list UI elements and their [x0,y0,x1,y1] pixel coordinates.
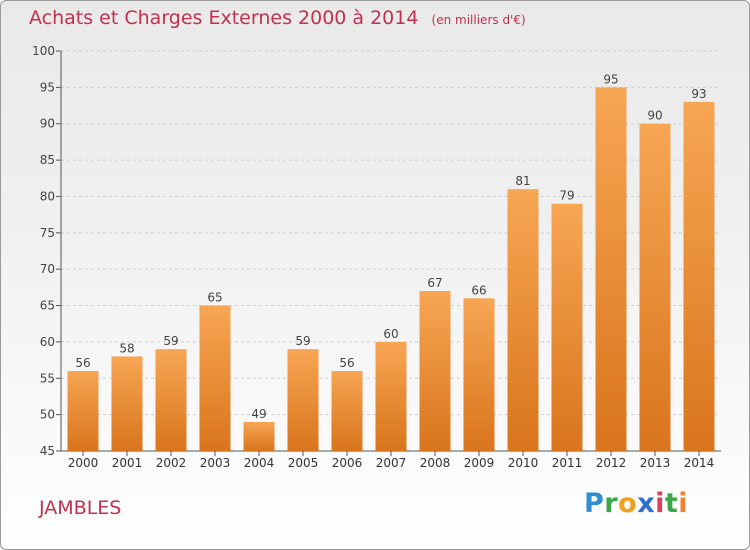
chart-title-text: Achats et Charges Externes 2000 à 2014 [29,7,419,29]
x-tick-label: 2007 [376,456,407,470]
commune-name: JAMBLES [39,497,122,519]
y-tick-label: 80 [40,189,55,203]
bar-value-label: 67 [427,276,442,290]
proxiti-logo: Proxiti [584,488,688,519]
logo-letter: o [618,488,638,519]
y-tick-label: 90 [40,117,55,131]
x-tick-label: 2009 [464,456,495,470]
bar [111,356,143,451]
x-tick-label: 2013 [640,456,671,470]
bar [683,101,715,451]
x-tick-label: 2002 [156,456,187,470]
bar [287,349,319,451]
bar-value-label: 66 [471,283,486,297]
x-tick-label: 2006 [332,456,363,470]
logo-letter: i [678,488,689,519]
bar [155,349,187,451]
y-tick-label: 45 [40,444,55,458]
y-tick-label: 55 [40,371,55,385]
bar [639,123,671,452]
x-tick-label: 2010 [508,456,539,470]
x-tick-label: 2008 [420,456,451,470]
logo-letter: i [655,488,665,519]
bar [375,341,407,451]
y-tick-label: 95 [40,80,55,94]
bar-value-label: 93 [691,87,706,101]
logo-letter: r [604,488,619,519]
bar-value-label: 79 [559,189,574,203]
bar-value-label: 90 [647,109,662,123]
bar-value-label: 59 [295,334,310,348]
x-tick-label: 2001 [112,456,143,470]
x-tick-label: 2012 [596,456,627,470]
x-tick-label: 2014 [684,456,715,470]
y-tick-label: 50 [40,408,55,422]
bar [595,87,627,451]
x-tick-label: 2000 [68,456,99,470]
bar [507,189,539,451]
bar-value-label: 56 [75,356,90,370]
y-tick-label: 85 [40,153,55,167]
bar [331,371,363,451]
bar-value-label: 56 [339,356,354,370]
bar-value-label: 65 [207,291,222,305]
bar-value-label: 49 [251,407,266,421]
chart-unit-text: (en milliers d'€) [431,13,526,27]
logo-letter: x [637,488,656,519]
y-tick-label: 75 [40,226,55,240]
logo-letter: P [584,488,605,519]
x-tick-label: 2005 [288,456,319,470]
y-tick-label: 70 [40,262,55,276]
bar [67,371,99,451]
chart-title: Achats et Charges Externes 2000 à 2014 (… [29,7,526,29]
logo-letter: t [664,488,679,519]
bar-value-label: 59 [163,334,178,348]
bar [551,203,583,451]
bar [463,298,495,451]
y-tick-label: 65 [40,299,55,313]
bar [243,421,275,451]
y-tick-label: 100 [32,44,55,58]
bar [419,291,451,451]
bar-value-label: 95 [603,72,618,86]
x-tick-label: 2003 [200,456,231,470]
bar-value-label: 81 [515,174,530,188]
y-tick-label: 60 [40,335,55,349]
bar-value-label: 60 [383,327,398,341]
bar-value-label: 58 [119,341,134,355]
x-tick-label: 2011 [552,456,583,470]
x-tick-label: 2004 [244,456,275,470]
bar [199,305,231,451]
